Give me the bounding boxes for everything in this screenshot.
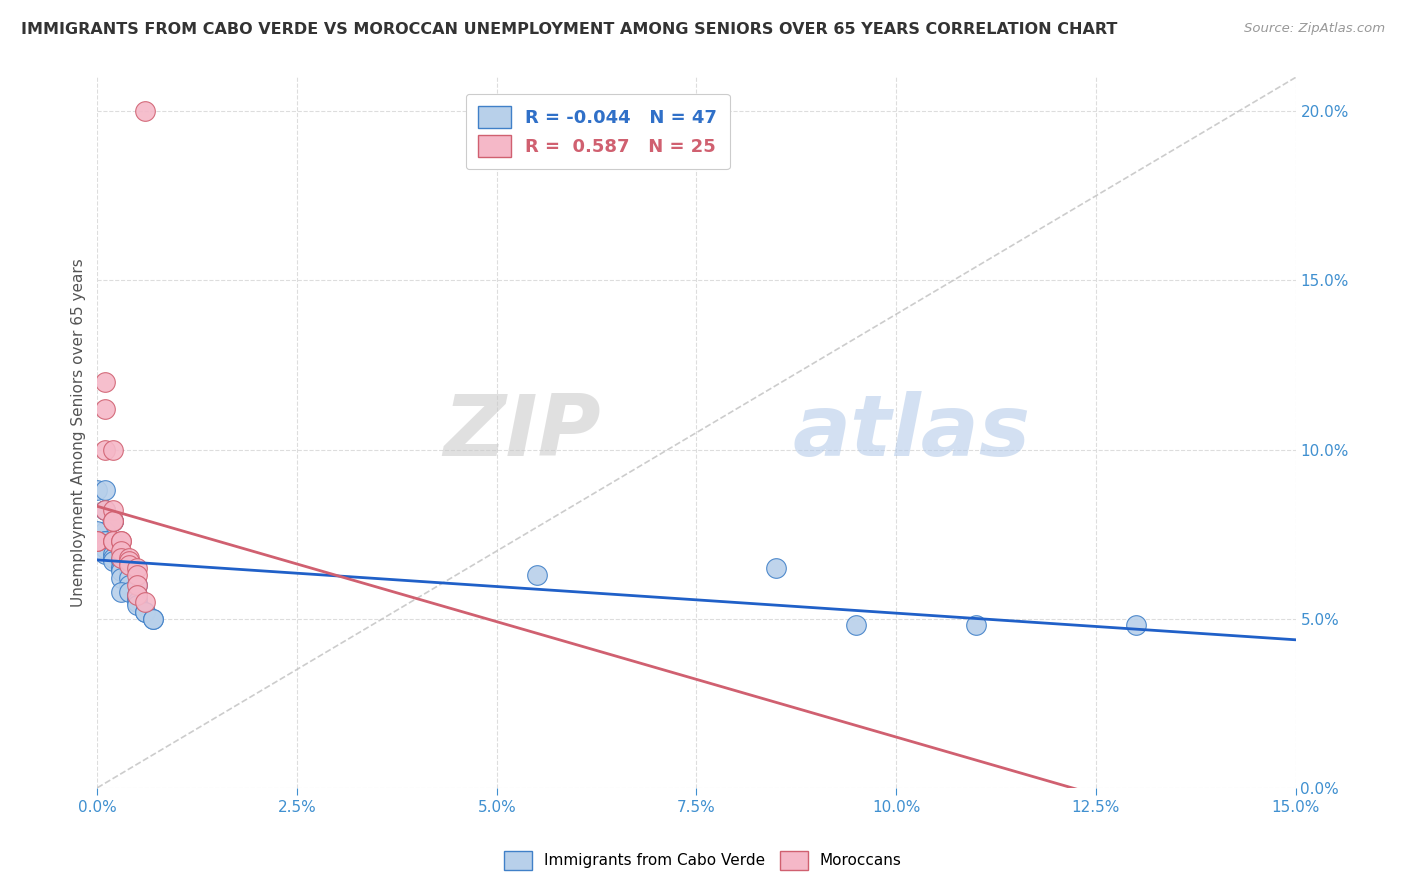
Point <box>86 483 108 497</box>
Point <box>94 533 117 548</box>
Point <box>118 554 141 568</box>
Point <box>118 558 141 572</box>
Point <box>127 588 149 602</box>
Y-axis label: Unemployment Among Seniors over 65 years: Unemployment Among Seniors over 65 years <box>72 258 86 607</box>
Point <box>103 544 125 558</box>
Point <box>127 588 149 602</box>
Point <box>110 533 132 548</box>
Point <box>86 524 108 538</box>
Point <box>765 561 787 575</box>
Point <box>94 524 117 538</box>
Point <box>118 550 141 565</box>
Point <box>103 514 125 528</box>
Point <box>127 578 149 592</box>
Point <box>103 554 125 568</box>
Point <box>110 544 132 558</box>
Point <box>103 503 125 517</box>
Point <box>142 612 165 626</box>
Point <box>127 567 149 582</box>
Legend: R = -0.044   N = 47, R =  0.587   N = 25: R = -0.044 N = 47, R = 0.587 N = 25 <box>465 94 730 169</box>
Point <box>103 514 125 528</box>
Point <box>127 595 149 609</box>
Point <box>103 533 125 548</box>
Point <box>134 605 156 619</box>
Point <box>110 550 132 565</box>
Point <box>110 561 132 575</box>
Point <box>103 537 125 551</box>
Point <box>127 598 149 612</box>
Point <box>94 537 117 551</box>
Point <box>110 550 132 565</box>
Point <box>94 547 117 561</box>
Point <box>118 567 141 582</box>
Point <box>110 554 132 568</box>
Point <box>103 544 125 558</box>
Point <box>118 564 141 578</box>
Point <box>94 541 117 555</box>
Point <box>103 514 125 528</box>
Point <box>134 605 156 619</box>
Point <box>94 401 117 416</box>
Point <box>103 514 125 528</box>
Point <box>110 584 132 599</box>
Text: Source: ZipAtlas.com: Source: ZipAtlas.com <box>1244 22 1385 36</box>
Point <box>118 567 141 582</box>
Point <box>1125 618 1147 632</box>
Point <box>103 533 125 548</box>
Point <box>134 595 156 609</box>
Point <box>94 442 117 457</box>
Text: IMMIGRANTS FROM CABO VERDE VS MOROCCAN UNEMPLOYMENT AMONG SENIORS OVER 65 YEARS : IMMIGRANTS FROM CABO VERDE VS MOROCCAN U… <box>21 22 1118 37</box>
Text: atlas: atlas <box>793 391 1031 474</box>
Point <box>103 550 125 565</box>
Point <box>134 104 156 119</box>
Legend: Immigrants from Cabo Verde, Moroccans: Immigrants from Cabo Verde, Moroccans <box>496 843 910 877</box>
Point <box>110 564 132 578</box>
Point <box>127 591 149 606</box>
Point <box>94 503 117 517</box>
Point <box>845 618 868 632</box>
Point <box>103 442 125 457</box>
Point <box>94 503 117 517</box>
Point <box>103 547 125 561</box>
Point <box>94 533 117 548</box>
Point <box>965 618 987 632</box>
Point <box>110 571 132 585</box>
Point <box>110 561 132 575</box>
Point <box>94 541 117 555</box>
Point <box>127 561 149 575</box>
Point <box>127 578 149 592</box>
Point <box>86 533 108 548</box>
Point <box>94 503 117 517</box>
Point <box>118 578 141 592</box>
Point <box>94 483 117 497</box>
Point <box>110 533 132 548</box>
Point <box>118 584 141 599</box>
Point <box>142 612 165 626</box>
Point <box>86 533 108 548</box>
Text: ZIP: ZIP <box>443 391 600 474</box>
Point <box>94 375 117 389</box>
Point <box>118 571 141 585</box>
Point <box>526 567 548 582</box>
